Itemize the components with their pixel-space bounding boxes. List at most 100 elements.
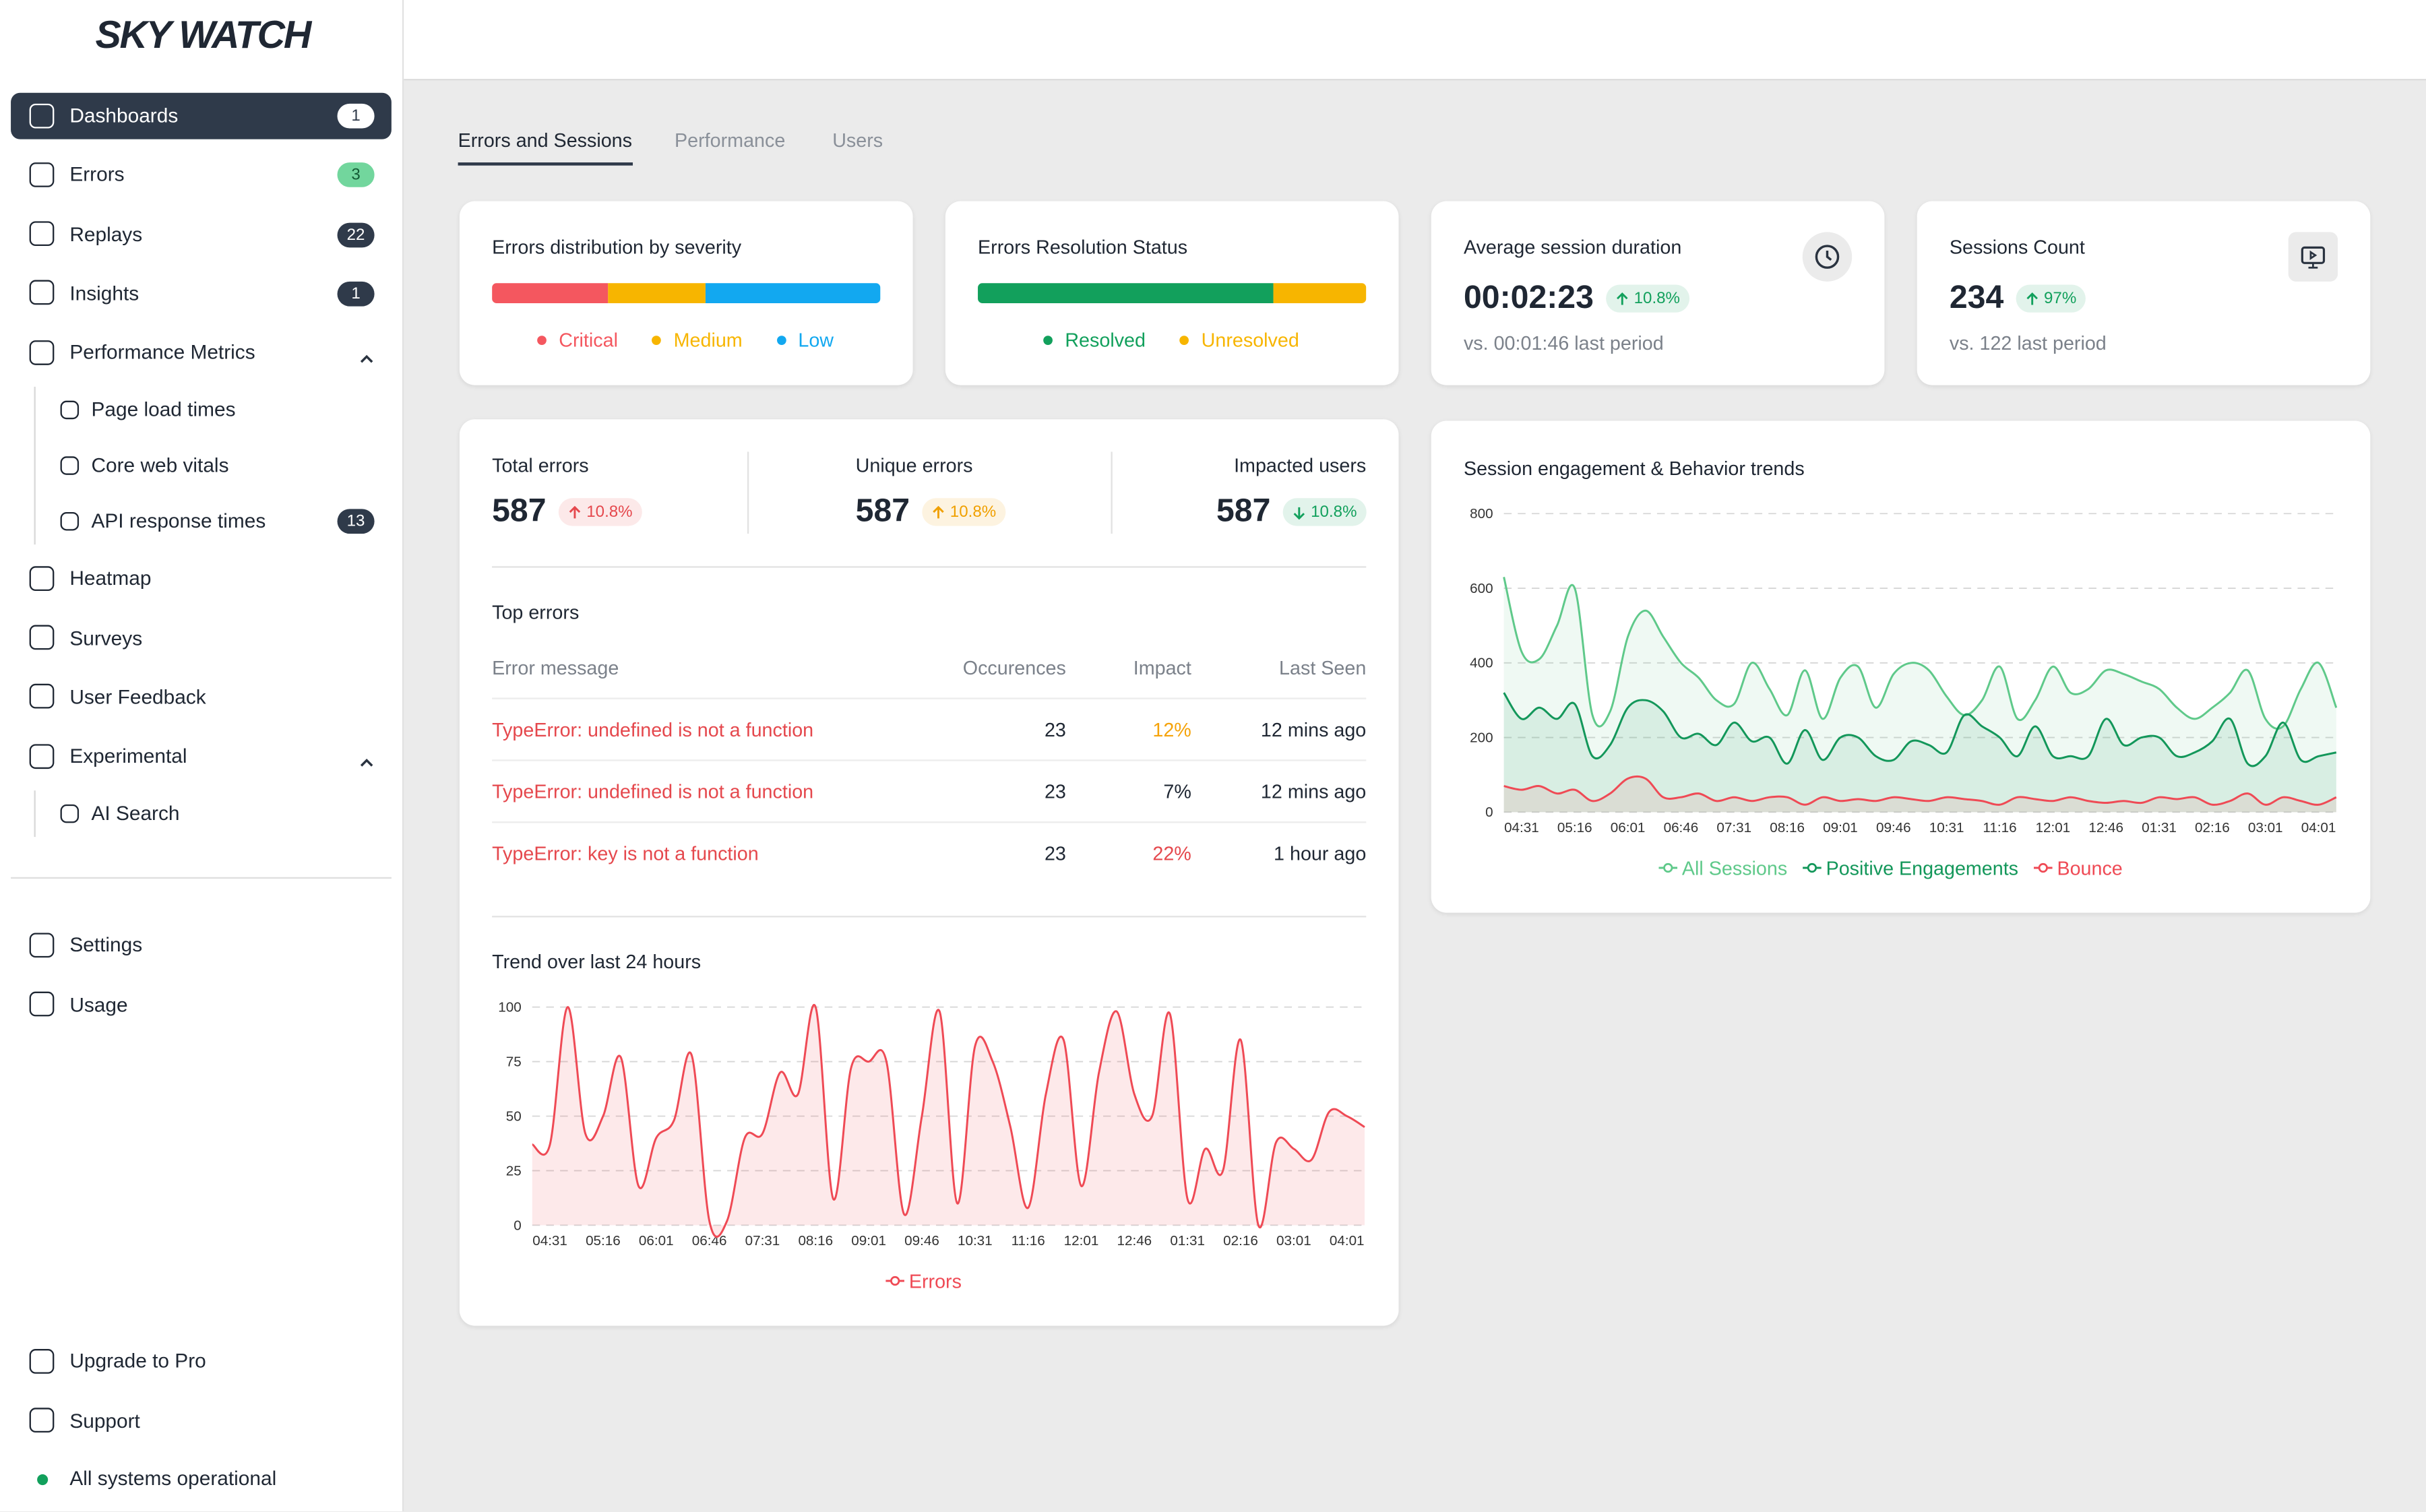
change-badge: 10.8% (922, 498, 1005, 526)
nav-label[interactable]: Replays (69, 222, 143, 246)
divider (11, 877, 392, 879)
change-value: 10.8% (1311, 503, 1357, 522)
legend-item: Low (776, 328, 834, 353)
legend-label: Resolved (1065, 329, 1146, 352)
legend-dot (1179, 336, 1189, 345)
chevron-icon (360, 355, 373, 363)
error-message[interactable]: TypeError: undefined is not a function (492, 719, 814, 741)
arrow (1617, 291, 1628, 305)
segment-bar (492, 283, 881, 304)
card-icon (2288, 232, 2338, 282)
arrow (2026, 291, 2039, 305)
icon (28, 221, 54, 247)
nav-label[interactable]: Upgrade to Pro (69, 1349, 206, 1373)
impact: 7% (1163, 781, 1191, 803)
section-divider (492, 566, 1367, 568)
chevron-icon (360, 759, 373, 767)
icon (28, 102, 54, 128)
legend-dot (776, 336, 786, 345)
arrow-icon (2025, 291, 2039, 306)
nav-label[interactable]: Heatmap (69, 566, 152, 590)
arrow-icon (1293, 505, 1307, 519)
status-dot (37, 1474, 49, 1486)
arrow-icon (931, 505, 945, 519)
nav-label[interactable]: Dashboards (69, 103, 179, 127)
impact: 22% (1152, 843, 1191, 865)
impact: 12% (1152, 719, 1191, 741)
occurrences: 23 (1044, 843, 1066, 865)
icon (28, 1408, 54, 1433)
icon (28, 280, 54, 306)
nav-label[interactable]: AI Search (91, 801, 180, 825)
column-header: Occurences (962, 657, 1066, 679)
stat-row: 587 10.8% (1216, 492, 1367, 532)
kpi-comparison: vs. 122 last period (1949, 332, 2107, 354)
kpi-comparison: vs. 00:01:46 last period (1463, 332, 1664, 354)
nav-label[interactable]: User Feedback (69, 685, 206, 709)
change-badge: 10.8% (1282, 498, 1367, 526)
nav-badge: 22 (337, 222, 375, 247)
tab[interactable]: Users (832, 129, 883, 152)
legend-label: Critical (559, 329, 618, 352)
legend-item: Resolved (1043, 328, 1146, 353)
nav-label[interactable]: Performance Metrics (69, 340, 255, 364)
nav-label[interactable]: Support (69, 1408, 140, 1432)
card (459, 419, 1399, 1326)
icon (28, 625, 54, 650)
nav-label[interactable]: Core web vitals (91, 453, 229, 477)
tab[interactable]: Performance (675, 129, 786, 152)
legend: Critical Medium Low (537, 328, 834, 353)
column-header: Impact (1133, 657, 1191, 679)
active-row (11, 92, 392, 139)
card-title: Sessions Count (1949, 237, 2085, 259)
icon (28, 991, 54, 1017)
tab-underline (458, 162, 633, 166)
nav-label[interactable]: Page load times (91, 398, 236, 421)
section-divider (492, 916, 1367, 918)
icon (28, 162, 54, 187)
stat-label: Unique errors (855, 455, 973, 477)
nav-label[interactable]: API response times (91, 509, 266, 533)
column-header: Last Seen (1279, 657, 1367, 679)
change-badge: 10.8% (1606, 284, 1689, 313)
card-title: Errors distribution by severity (492, 237, 742, 259)
nav-label[interactable]: Settings (69, 933, 143, 956)
segment (1272, 283, 1367, 304)
nav-badge: 3 (337, 162, 375, 188)
nav-label[interactable]: Usage (69, 992, 128, 1016)
icon (59, 455, 78, 475)
tab[interactable]: Errors and Sessions (458, 129, 633, 152)
icon (28, 932, 54, 957)
section-title: Trend over last 24 hours (492, 951, 702, 974)
error-message[interactable]: TypeError: undefined is not a function (492, 781, 814, 803)
nav-label[interactable]: Experimental (69, 744, 187, 767)
arrow-icon (568, 505, 582, 519)
segment-bar (978, 283, 1367, 304)
card (1431, 201, 1885, 385)
row-divider (492, 821, 1367, 823)
row-divider (492, 697, 1367, 699)
arrow (1293, 506, 1305, 519)
change-badge: 10.8% (558, 498, 642, 526)
kpi-value: 00:02:23 (1463, 280, 1594, 316)
occurrences: 23 (1044, 781, 1066, 803)
arrow (569, 505, 581, 518)
legend: Resolved Unresolved (1043, 328, 1299, 353)
stat-row: 587 10.8% (856, 492, 1005, 532)
kpi-row: 234 97% (1950, 278, 2086, 319)
legend-item: Medium (652, 328, 743, 353)
monitor-icon (2301, 246, 2326, 269)
nav-label[interactable]: Errors (69, 162, 125, 187)
card (1917, 201, 2371, 385)
nav-label[interactable]: Surveys (69, 625, 143, 650)
nav-label[interactable]: Insights (69, 281, 139, 305)
icon (28, 565, 54, 591)
legend-dot (537, 336, 547, 345)
legend-item: Critical (537, 328, 618, 353)
error-message[interactable]: TypeError: key is not a function (492, 843, 759, 865)
card (1431, 420, 2371, 913)
legend-dot (1043, 336, 1053, 345)
stat-value: 587 (1216, 493, 1271, 530)
status-text: All systems operational (69, 1466, 277, 1490)
card-icon (1802, 232, 1853, 282)
